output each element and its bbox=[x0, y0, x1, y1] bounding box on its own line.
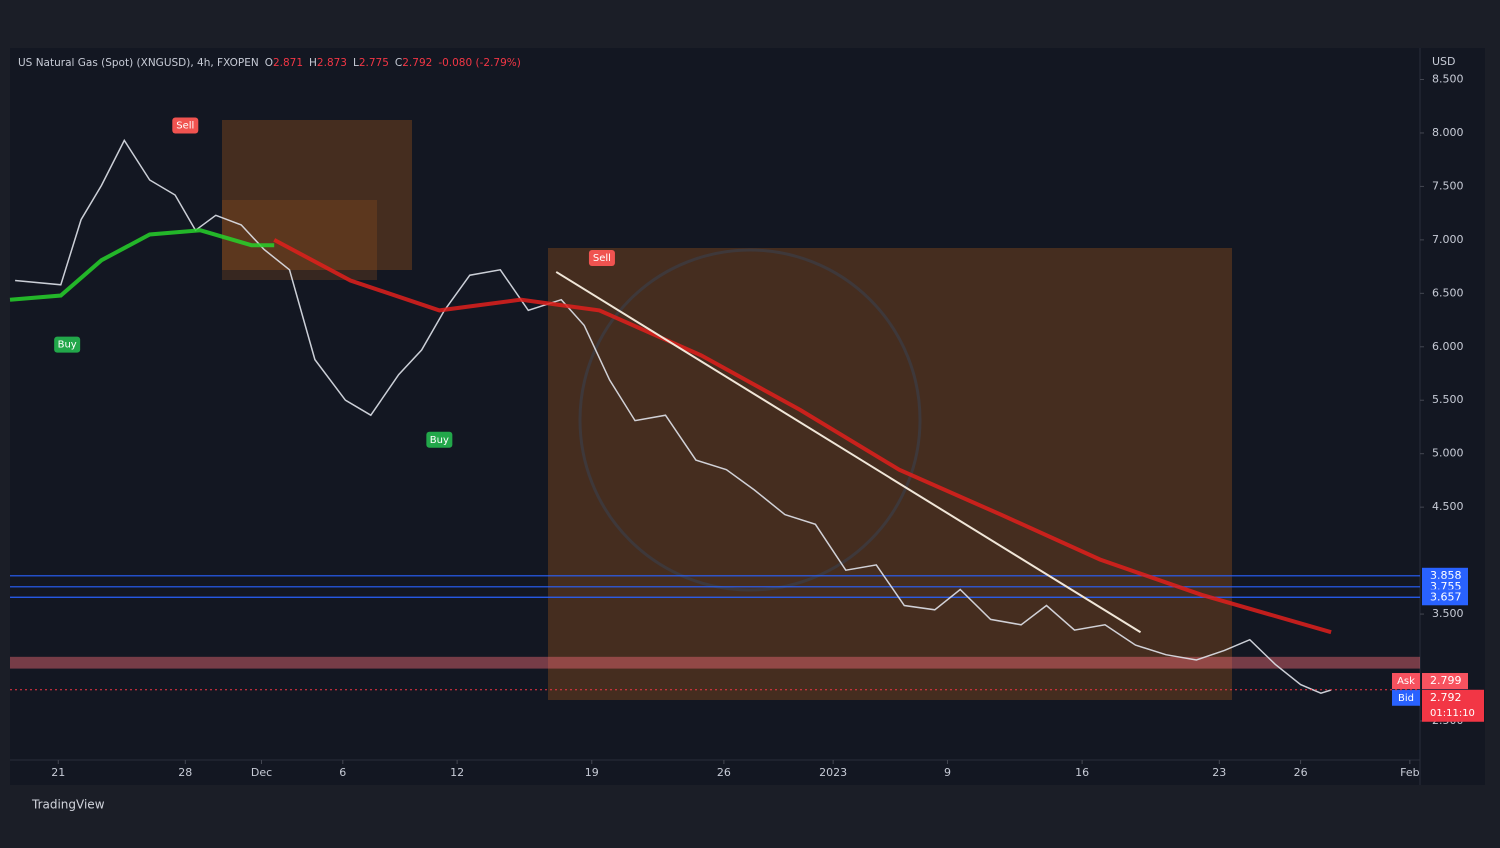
quote-label: Ask bbox=[1397, 676, 1415, 687]
x-tick-label: 6 bbox=[339, 766, 346, 779]
level-label: 3.858 bbox=[1430, 569, 1462, 582]
signal-label: Buy bbox=[58, 340, 77, 351]
x-tick-label: 26 bbox=[1294, 766, 1308, 779]
trendline bbox=[555, 271, 1142, 634]
position-zone bbox=[548, 248, 1232, 700]
change: -0.080 (-2.79%) bbox=[438, 57, 521, 69]
watermark bbox=[578, 248, 922, 592]
signal-label: Sell bbox=[593, 253, 611, 264]
signal-marker bbox=[588, 250, 615, 267]
y-tick-label: 4.500 bbox=[1432, 500, 1464, 513]
y-tick-label: 7.000 bbox=[1432, 233, 1464, 246]
quote-box bbox=[1422, 673, 1468, 690]
x-tick-label: 21 bbox=[51, 766, 65, 779]
y-tick-label: 3.500 bbox=[1432, 607, 1464, 620]
ohlc-label: H bbox=[309, 57, 317, 69]
signal-marker bbox=[54, 336, 81, 353]
quote-tag bbox=[1392, 689, 1420, 706]
y-tick-label: 5.500 bbox=[1432, 393, 1464, 406]
position-zone bbox=[222, 200, 377, 280]
y-unit: USD bbox=[1432, 55, 1456, 68]
y-tick-label: 6.500 bbox=[1432, 286, 1464, 299]
series-line bbox=[9, 228, 275, 302]
x-tick-label: 23 bbox=[1212, 766, 1226, 779]
last-price-label: 2.792 bbox=[1430, 691, 1462, 704]
ohlc-value: 2.792 bbox=[402, 57, 432, 69]
y-tick-label: 8.000 bbox=[1432, 126, 1464, 139]
signal-marker bbox=[172, 117, 199, 134]
ohlc: O2.871 H2.873 L2.775 C2.792 bbox=[265, 57, 433, 69]
signal-label: Buy bbox=[430, 435, 449, 446]
countdown: 01:11:10 bbox=[1430, 708, 1475, 719]
series-line bbox=[273, 238, 1332, 635]
y-tick-label: 7.500 bbox=[1432, 179, 1464, 192]
x-tick-label: Feb bbox=[1400, 766, 1419, 779]
level-label: 3.657 bbox=[1430, 590, 1462, 603]
y-tick-label: 8.500 bbox=[1432, 73, 1464, 86]
y-tick-label: 5.000 bbox=[1432, 447, 1464, 460]
chart-title: US Natural Gas (Spot) (XNGUSD), 4h, FXOP… bbox=[18, 57, 521, 69]
zone bbox=[10, 656, 1420, 669]
series-line bbox=[15, 138, 1332, 694]
ohlc-label: C bbox=[395, 57, 402, 69]
quote-value: 2.799 bbox=[1430, 674, 1462, 687]
x-tick-label: 2023 bbox=[819, 766, 847, 779]
ohlc-value: 2.871 bbox=[273, 57, 303, 69]
ohlc-value: 2.873 bbox=[317, 57, 347, 69]
ohlc-label: L bbox=[353, 57, 359, 69]
quote-tag bbox=[1392, 673, 1420, 690]
brand: TradingView bbox=[31, 798, 105, 812]
x-tick-label: 12 bbox=[450, 766, 464, 779]
x-tick-label: 16 bbox=[1075, 766, 1089, 779]
x-tick-label: Dec bbox=[251, 766, 272, 779]
x-tick-label: 28 bbox=[178, 766, 192, 779]
x-tick-label: 26 bbox=[717, 766, 731, 779]
x-tick-label: 19 bbox=[585, 766, 599, 779]
ohlc-label: O bbox=[265, 57, 273, 69]
title: US Natural Gas (Spot) (XNGUSD), 4h, FXOP… bbox=[18, 57, 259, 69]
quote-label: Bid bbox=[1398, 693, 1414, 704]
ohlc-value: 2.775 bbox=[359, 57, 389, 69]
y-tick-label: 6.000 bbox=[1432, 340, 1464, 353]
level-box bbox=[1422, 589, 1468, 606]
x-tick-label: 9 bbox=[944, 766, 951, 779]
chart-panel bbox=[10, 48, 1485, 785]
signal-label: Sell bbox=[176, 120, 194, 131]
signal-marker bbox=[426, 431, 453, 448]
last-price-box bbox=[1422, 689, 1484, 722]
